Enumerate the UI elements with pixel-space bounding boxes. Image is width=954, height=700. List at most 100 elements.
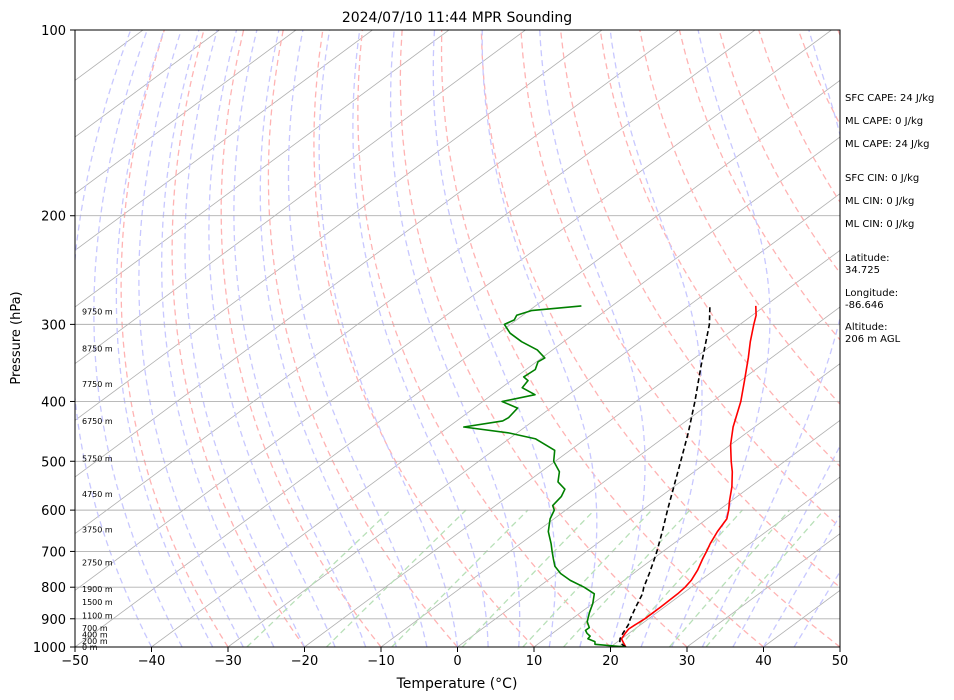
moist-adiabat [115,30,214,647]
x-tick-label: 50 [832,654,849,669]
y-axis-label: Pressure (hPa) [9,291,24,384]
y-tick-label: 100 [41,24,66,39]
moist-adiabat [233,30,367,647]
height-label: 1100 m [82,611,113,620]
series-line-0 [620,305,757,647]
x-tick-label: 0 [453,654,461,669]
latitude-label: Latitude: 34.725 [845,253,890,276]
moist-adiabat [352,30,489,647]
x-axis: −50 −40 −30 −20 −10 0 10 20 30 40 50 [61,647,848,669]
isotherm-line [75,30,679,478]
moist-adiabat [161,30,275,647]
isotherm-line [227,193,840,647]
y-tick-label: 900 [41,613,66,628]
height-label: 6750 m [82,417,113,426]
ml-cin-label: ML CIN: 0 J/kg [845,196,915,207]
height-label: 5750 m [82,455,113,464]
mixing-ratio-line [326,509,467,647]
dry-adiabat [440,30,764,647]
y-tick-label: 300 [41,318,66,333]
dry-adiabat [559,30,840,529]
height-label: 1900 m [82,585,113,594]
x-tick-label: −20 [291,654,318,669]
moist-adiabat [287,30,428,647]
dry-adiabat [399,30,688,647]
ml-cin-label-2: ML CIN: 0 J/kg [845,219,915,230]
y-tick-label: 700 [41,545,66,560]
x-axis-label: Temperature (°C) [396,676,518,692]
moist-adiabat [701,30,840,647]
moist-adiabat [793,570,840,647]
isotherm-line [151,136,840,647]
mixing-ratio-line [246,509,391,647]
height-label: 4750 m [82,490,113,499]
isotherm-line [75,30,832,591]
height-label: 2750 m [82,559,113,568]
plot-frame [74,29,841,648]
mixing-ratio-line [705,509,825,647]
y-tick-label: 200 [41,210,66,225]
height-label: 400 m [82,631,108,640]
moist-adiabat [318,30,459,647]
x-tick-label: 30 [679,654,696,669]
background-lines [75,30,840,647]
moist-adiabat [481,30,598,647]
sfc-cin-label: SFC CIN: 0 J/kg [845,173,920,184]
height-label: 700 m [82,624,108,633]
y-tick-label: 1000 [33,641,66,656]
moist-adiabat [539,30,646,647]
y-tick-label: 400 [41,395,66,410]
isotherm-line [533,419,840,647]
mixing-ratio-line [668,509,790,647]
isotherm-line [75,30,297,195]
mixing-ratio-line [461,509,595,647]
isotherm-line [75,79,840,647]
isotherm-line [75,30,603,421]
x-tick-label: −10 [367,654,394,669]
x-tick-label: −50 [61,654,88,669]
isotherm-line [75,30,373,251]
dry-adiabat [313,30,535,647]
ml-cape-label-2: ML CAPE: 24 J/kg [845,139,930,150]
pressure-grid [75,30,840,647]
moist-adiabat [762,514,840,647]
y-tick-label: 500 [41,455,66,470]
moist-adiabat [389,30,521,647]
height-label: 7750 m [82,380,113,389]
moist-adiabat [259,30,397,647]
isotherm-line [304,249,840,647]
height-label: 1500 m [82,598,113,607]
x-tick-label: 40 [755,654,772,669]
moist-adiabat [184,30,306,647]
ml-cape-label: ML CAPE: 0 J/kg [845,116,924,127]
x-tick-label: −40 [138,654,165,669]
altitude-label: Altitude: 206 m AGL [845,322,901,345]
y-tick-label: 800 [41,581,66,596]
height-label: 9750 m [82,308,113,317]
moist-adiabat [93,30,183,647]
dry-adiabat [267,30,458,647]
moist-adiabat [75,30,153,647]
isotherm-line [75,30,450,308]
dry-adiabat [480,30,840,647]
series-line-2 [462,305,626,647]
moist-adiabat [432,30,557,647]
sfc-cape-label: SFC CAPE: 24 J/kg [845,93,935,104]
moist-adiabat [208,30,336,647]
dry-adiabat [120,30,229,647]
isotherm-line [380,306,840,647]
x-tick-label: −30 [214,654,241,669]
isotherm-line [686,533,840,647]
dry-adiabat [639,30,840,406]
height-label: 200 m [82,637,108,646]
longitude-label: Longitude: -86.646 [845,288,899,311]
dry-adiabat [357,30,611,647]
x-tick-label: 10 [526,654,543,669]
y-tick-label: 600 [41,504,66,519]
isotherm-line [610,476,840,647]
moist-adiabat [138,30,244,647]
dry-adiabat [678,30,840,341]
moist-adiabat [732,444,840,647]
